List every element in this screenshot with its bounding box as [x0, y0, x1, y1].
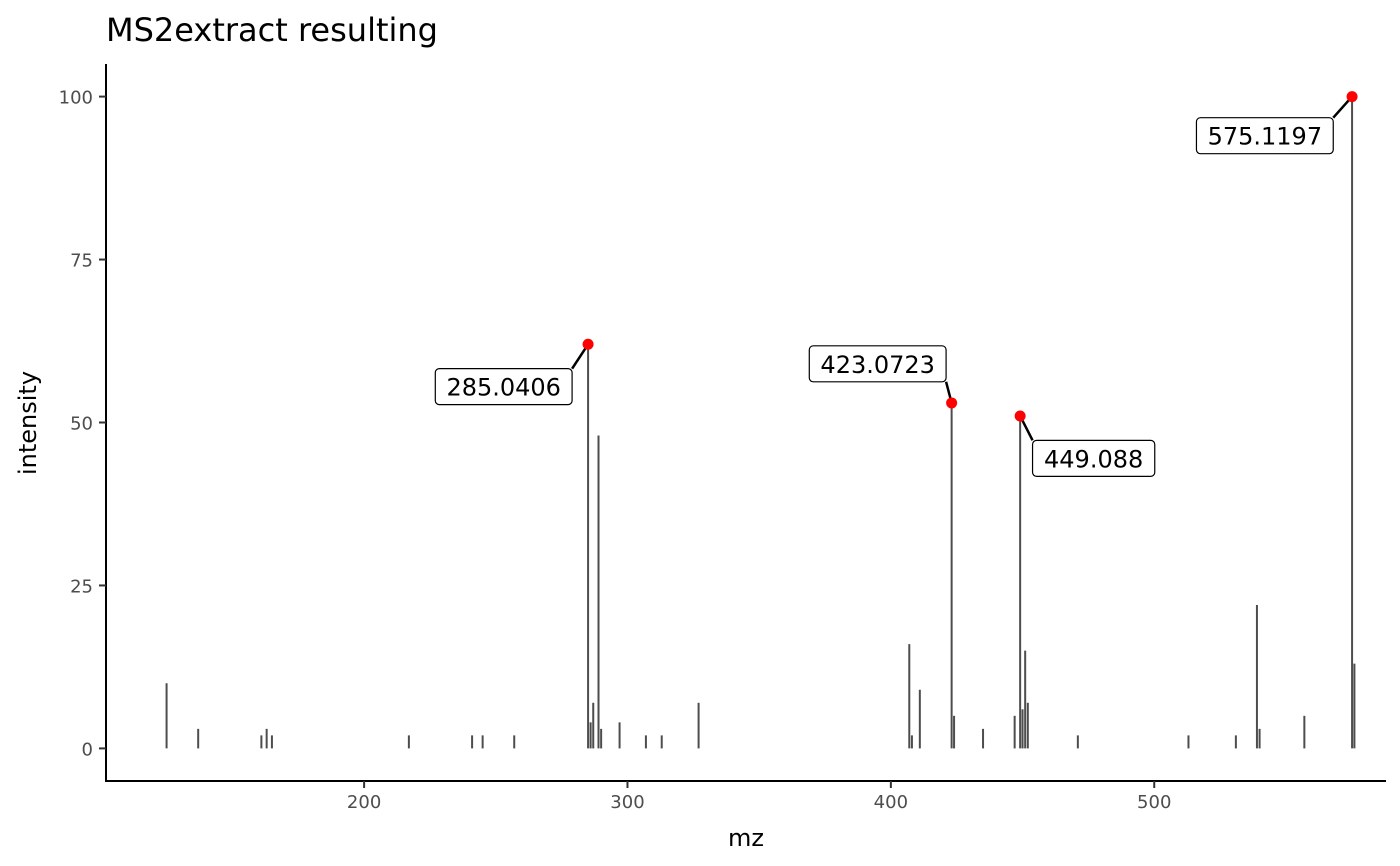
peak-label: 423.0723 [820, 351, 935, 379]
x-tick-label: 400 [874, 792, 908, 813]
y-tick-label: 50 [70, 414, 93, 435]
highlight-point [1014, 410, 1026, 422]
highlight-point [946, 397, 958, 409]
x-tick-label: 500 [1137, 792, 1171, 813]
y-axis-title: intensity [14, 371, 42, 475]
peak-label: 449.088 [1044, 445, 1143, 473]
x-tick-label: 200 [347, 792, 381, 813]
chart-title: MS2extract resulting [106, 11, 438, 49]
y-tick-label: 100 [59, 88, 93, 109]
y-axis-ticks: 0 25 50 75 100 [59, 88, 106, 760]
highlight-point [582, 338, 594, 350]
label-box [1031, 439, 1156, 477]
label-box [1195, 117, 1334, 155]
peak-label: 575.1197 [1208, 123, 1323, 151]
x-axis-ticks: 200 300 400 500 [347, 781, 1171, 813]
peak-label: 285.0406 [446, 374, 561, 402]
label-box [808, 345, 947, 383]
peak-labels: 285.0406 423.0723 449.088 575.1197 [434, 91, 1358, 477]
y-tick-label: 25 [70, 576, 93, 597]
y-tick-label: 75 [70, 251, 93, 272]
plot-area [165, 96, 1356, 749]
x-axis-title: mz [728, 824, 764, 852]
label-box [434, 368, 573, 406]
highlight-point [1346, 91, 1358, 103]
x-tick-label: 300 [610, 792, 644, 813]
y-tick-label: 0 [82, 739, 93, 760]
